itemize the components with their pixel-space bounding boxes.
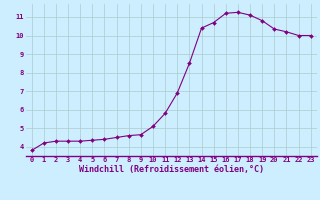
X-axis label: Windchill (Refroidissement éolien,°C): Windchill (Refroidissement éolien,°C) [79, 165, 264, 174]
